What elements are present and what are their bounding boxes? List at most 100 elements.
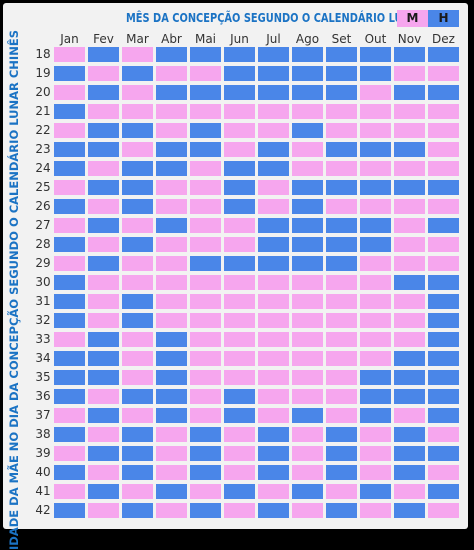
- month-header: Ago: [295, 32, 320, 46]
- cell-male: [122, 446, 153, 461]
- cell-male: [394, 503, 425, 518]
- cell-male: [190, 465, 221, 480]
- cell-male: [258, 161, 289, 176]
- cell-female: [326, 275, 357, 290]
- cell-male: [292, 237, 323, 252]
- cell-female: [224, 218, 255, 233]
- cell-male: [394, 465, 425, 480]
- cell-male: [88, 408, 119, 423]
- cell-female: [258, 313, 289, 328]
- cell-male: [54, 275, 85, 290]
- age-label: 33: [35, 332, 51, 346]
- cell-female: [224, 503, 255, 518]
- cell-male: [326, 142, 357, 157]
- age-label: 25: [35, 180, 51, 194]
- cell-female: [122, 351, 153, 366]
- cell-male: [122, 313, 153, 328]
- cell-female: [258, 370, 289, 385]
- age-label: 42: [35, 503, 51, 517]
- cell-female: [190, 180, 221, 195]
- cell-female: [258, 123, 289, 138]
- cell-male: [190, 427, 221, 442]
- cell-male: [88, 85, 119, 100]
- cell-female: [190, 313, 221, 328]
- cell-male: [88, 370, 119, 385]
- cell-female: [360, 427, 391, 442]
- cell-male: [360, 142, 391, 157]
- cell-male: [292, 218, 323, 233]
- age-label: 18: [35, 47, 51, 61]
- cell-female: [326, 313, 357, 328]
- cell-male: [258, 66, 289, 81]
- cell-female: [258, 389, 289, 404]
- cell-female: [156, 180, 187, 195]
- cell-male: [394, 47, 425, 62]
- age-label: 28: [35, 237, 51, 251]
- cell-male: [88, 351, 119, 366]
- cell-male: [360, 218, 391, 233]
- cell-male: [122, 294, 153, 309]
- cell-male: [428, 180, 459, 195]
- cell-male: [258, 218, 289, 233]
- month-header: Fev: [93, 32, 114, 46]
- cell-female: [360, 446, 391, 461]
- cell-male: [190, 47, 221, 62]
- cell-male: [54, 142, 85, 157]
- cell-female: [326, 123, 357, 138]
- cell-male: [122, 237, 153, 252]
- cell-female: [88, 104, 119, 119]
- cell-female: [88, 161, 119, 176]
- cell-female: [394, 218, 425, 233]
- cell-female: [360, 313, 391, 328]
- cell-female: [360, 465, 391, 480]
- month-header: Jun: [230, 32, 249, 46]
- age-label: 34: [35, 351, 51, 365]
- cell-female: [292, 275, 323, 290]
- cell-male: [122, 161, 153, 176]
- cell-female: [428, 142, 459, 157]
- cell-female: [54, 85, 85, 100]
- cell-female: [88, 427, 119, 442]
- cell-female: [54, 446, 85, 461]
- age-label: 19: [35, 66, 51, 80]
- cell-male: [190, 123, 221, 138]
- cell-male: [224, 161, 255, 176]
- cell-male: [156, 161, 187, 176]
- cell-female: [394, 256, 425, 271]
- cell-female: [190, 161, 221, 176]
- cell-male: [394, 85, 425, 100]
- cell-female: [54, 256, 85, 271]
- cell-female: [156, 237, 187, 252]
- age-label: 21: [35, 104, 51, 118]
- cell-male: [156, 389, 187, 404]
- cell-male: [122, 123, 153, 138]
- cell-male: [190, 446, 221, 461]
- cell-male: [360, 47, 391, 62]
- cell-male: [394, 446, 425, 461]
- age-label: 27: [35, 218, 51, 232]
- cell-female: [394, 123, 425, 138]
- cell-male: [54, 427, 85, 442]
- month-header: Out: [364, 32, 387, 46]
- cell-female: [224, 294, 255, 309]
- cell-female: [326, 294, 357, 309]
- cell-male: [326, 85, 357, 100]
- cell-female: [326, 332, 357, 347]
- y-axis-label: IDADE DA MÃE NO DIA DA CONCEPÇÃO SEGUNDO…: [7, 30, 22, 550]
- cell-female: [292, 370, 323, 385]
- cell-female: [54, 47, 85, 62]
- cell-female: [122, 47, 153, 62]
- cell-male: [88, 256, 119, 271]
- cell-female: [190, 351, 221, 366]
- cell-male: [122, 465, 153, 480]
- cell-male: [88, 47, 119, 62]
- cell-male: [54, 66, 85, 81]
- month-header: Set: [331, 32, 352, 46]
- cell-male: [326, 47, 357, 62]
- cell-female: [54, 180, 85, 195]
- cell-female: [190, 275, 221, 290]
- cell-male: [428, 484, 459, 499]
- cell-male: [360, 484, 391, 499]
- cell-male: [54, 294, 85, 309]
- cell-female: [156, 503, 187, 518]
